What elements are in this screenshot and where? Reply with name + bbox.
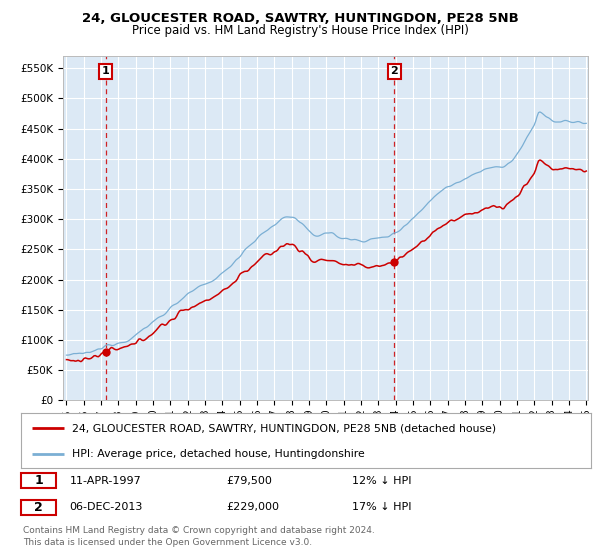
Text: 2: 2 (34, 501, 43, 514)
Text: Price paid vs. HM Land Registry's House Price Index (HPI): Price paid vs. HM Land Registry's House … (131, 24, 469, 36)
Text: 24, GLOUCESTER ROAD, SAWTRY, HUNTINGDON, PE28 5NB (detached house): 24, GLOUCESTER ROAD, SAWTRY, HUNTINGDON,… (73, 423, 496, 433)
Text: HPI: Average price, detached house, Huntingdonshire: HPI: Average price, detached house, Hunt… (73, 449, 365, 459)
Text: 2: 2 (391, 67, 398, 77)
Text: 24, GLOUCESTER ROAD, SAWTRY, HUNTINGDON, PE28 5NB: 24, GLOUCESTER ROAD, SAWTRY, HUNTINGDON,… (82, 12, 518, 25)
Text: £79,500: £79,500 (226, 476, 272, 486)
FancyBboxPatch shape (21, 473, 56, 488)
Text: 1: 1 (102, 67, 110, 77)
Text: £229,000: £229,000 (226, 502, 279, 512)
Text: Contains HM Land Registry data © Crown copyright and database right 2024.: Contains HM Land Registry data © Crown c… (23, 526, 374, 535)
Text: 17% ↓ HPI: 17% ↓ HPI (352, 502, 411, 512)
Text: 06-DEC-2013: 06-DEC-2013 (70, 502, 143, 512)
Text: 11-APR-1997: 11-APR-1997 (70, 476, 141, 486)
Text: This data is licensed under the Open Government Licence v3.0.: This data is licensed under the Open Gov… (23, 538, 312, 547)
Text: 1: 1 (34, 474, 43, 487)
FancyBboxPatch shape (21, 500, 56, 515)
Text: 12% ↓ HPI: 12% ↓ HPI (352, 476, 411, 486)
